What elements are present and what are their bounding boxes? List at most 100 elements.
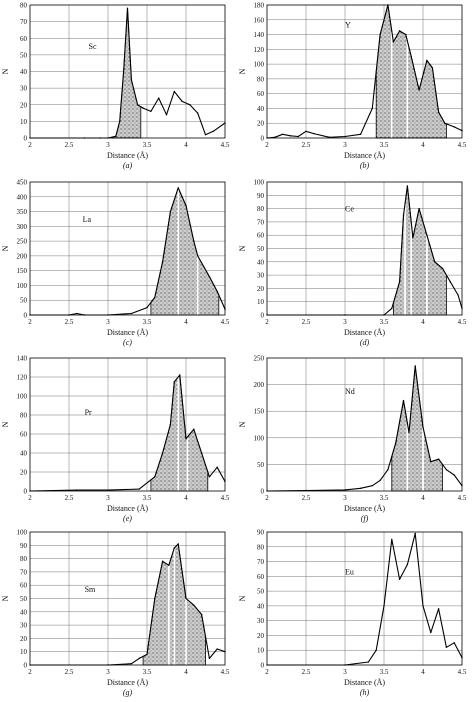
- y-tick-label: 50: [20, 51, 28, 59]
- data-point: [212, 130, 214, 133]
- data-point: [204, 133, 207, 136]
- y-tick-label: 10: [20, 118, 28, 126]
- plot-frame: [29, 357, 226, 492]
- data-point: [200, 613, 203, 616]
- element-label: Ce: [345, 204, 354, 213]
- shaded-peak-area: [150, 374, 209, 492]
- data-point: [208, 657, 211, 660]
- x-axis-title: Distance (Å): [344, 151, 385, 160]
- data-point: [437, 608, 440, 610]
- y-tick-label: 90: [20, 542, 28, 550]
- element-label: Sc: [89, 42, 97, 51]
- panel-ce: 2 2.5 3 3.5 4 4.5 0 10 20 30 40 50 60 70 80 90 100 Distan…: [238, 179, 467, 348]
- x-tick-label: 2.5: [65, 668, 74, 676]
- data-point: [457, 294, 459, 296]
- y-tick-label: 40: [20, 68, 28, 76]
- y-tick-label: 0: [261, 662, 265, 670]
- data-point: [154, 476, 156, 478]
- y-tick-label: 200: [17, 252, 28, 260]
- x-tick-label: 2: [265, 668, 269, 676]
- y-tick-label: 0: [24, 135, 28, 143]
- data-point: [445, 646, 448, 648]
- y-axis-title: N: [1, 245, 10, 251]
- data-point: [344, 489, 346, 491]
- x-tick-label: 4.5: [458, 494, 467, 502]
- data-point: [161, 560, 164, 562]
- y-tick-label: 10: [257, 647, 265, 655]
- panel-letter: (d): [360, 338, 370, 347]
- panel-sc: 2 2.5 3 3.5 4 4.5 0 10 20 30 40 50 60 70 80 Distance (Å…: [1, 2, 230, 171]
- data-point: [158, 97, 160, 99]
- y-tick-label: 60: [20, 35, 28, 43]
- x-tick-label: 3: [343, 668, 347, 676]
- plot-frame: [266, 181, 463, 316]
- y-axis-title: N: [1, 595, 10, 601]
- y-tick-label: 140: [17, 355, 28, 363]
- y-tick-label: 400: [17, 193, 28, 201]
- x-tick-label: 4: [184, 141, 188, 149]
- data-point: [76, 312, 78, 315]
- y-tick-label: 140: [254, 31, 265, 39]
- data-point: [398, 578, 401, 580]
- data-point: [453, 474, 455, 476]
- y-axis-title: N: [238, 421, 247, 427]
- data-point: [418, 89, 420, 91]
- data-point: [406, 185, 409, 187]
- x-axis-title: Distance (Å): [107, 328, 148, 337]
- x-tick-label: 2: [265, 141, 269, 149]
- data-point: [414, 532, 416, 535]
- panel-pr: 2 2.5 3 3.5 4 4.5 0 20 40 60 80 100 120 140 Distance (…: [1, 355, 230, 524]
- y-tick-label: 20: [20, 101, 28, 109]
- data-point: [185, 204, 187, 207]
- y-tick-label: 0: [261, 488, 265, 496]
- element-label: La: [83, 215, 92, 224]
- data-point: [122, 70, 125, 73]
- data-point: [281, 133, 284, 136]
- y-tick-label: 80: [257, 543, 265, 551]
- y-tick-label: 90: [257, 529, 265, 537]
- y-tick-label: 20: [20, 469, 28, 477]
- data-point: [165, 114, 168, 116]
- data-point: [130, 79, 133, 81]
- x-tick-label: 4: [184, 668, 188, 676]
- y-tick-label: 40: [257, 602, 265, 610]
- data-point: [430, 461, 432, 463]
- data-point: [426, 234, 428, 236]
- data-point: [422, 605, 424, 607]
- data-point: [289, 135, 292, 137]
- data-point: [367, 661, 370, 663]
- data-point: [395, 442, 397, 444]
- data-point: [107, 489, 109, 491]
- data-point: [402, 214, 405, 216]
- x-tick-label: 4: [184, 318, 188, 326]
- y-tick-label: 20: [257, 632, 265, 640]
- y-tick-label: 250: [254, 355, 265, 363]
- data-point: [169, 423, 172, 426]
- y-tick-label: 0: [261, 135, 265, 143]
- y-tick-label: 350: [17, 208, 28, 216]
- panel-letter: (g): [123, 688, 133, 697]
- y-tick-label: 40: [257, 105, 265, 113]
- x-tick-label: 3.5: [380, 318, 389, 326]
- y-tick-label: 40: [20, 450, 28, 458]
- y-tick-label: 80: [20, 2, 28, 10]
- x-tick-label: 4.5: [221, 318, 230, 326]
- x-tick-label: 3.5: [143, 494, 152, 502]
- y-tick-label: 10: [20, 648, 28, 656]
- data-point: [441, 267, 444, 270]
- panel-letter: (c): [123, 338, 132, 347]
- data-point: [208, 275, 211, 278]
- data-point: [161, 261, 164, 263]
- y-tick-label: 100: [254, 61, 265, 69]
- y-tick-label: 100: [17, 393, 28, 401]
- panel-eu: 2 2.5 3 3.5 4 4.5 0 10 20 30 40 50 60 70 80 90 Distance …: [238, 529, 467, 698]
- data-point: [216, 648, 218, 650]
- y-tick-label: 90: [257, 192, 265, 200]
- data-point: [371, 484, 373, 487]
- x-tick-label: 4: [184, 494, 188, 502]
- series-line-sm: [30, 543, 226, 666]
- element-label: Y: [345, 21, 351, 30]
- y-tick-label: 160: [254, 16, 265, 24]
- data-point: [216, 466, 218, 468]
- element-label: Pr: [85, 408, 92, 417]
